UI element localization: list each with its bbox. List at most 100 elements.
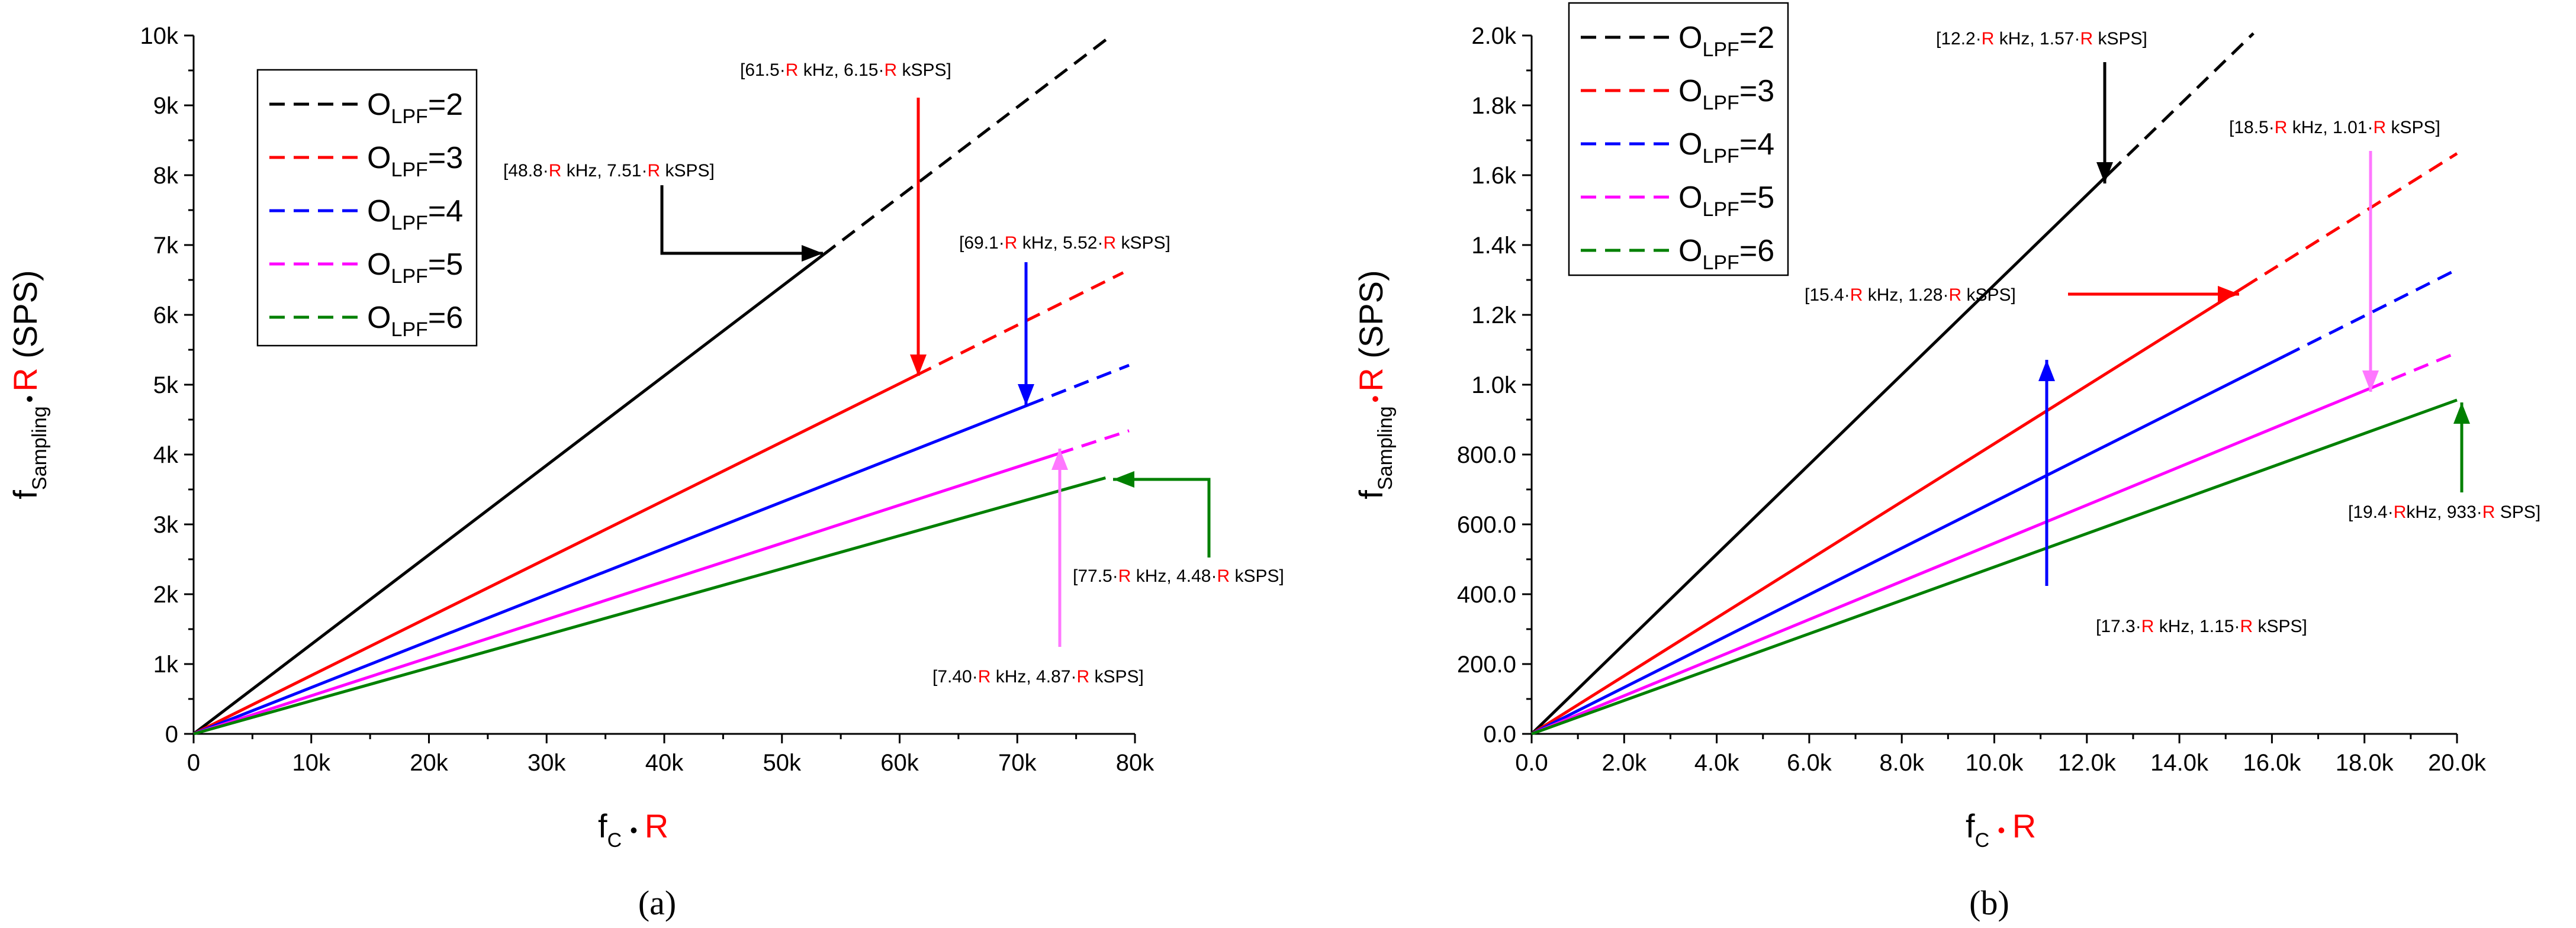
annotation: [15.4·R kHz, 1.28·R kSPS] [1805, 285, 2239, 305]
annotation: [61.5·R kHz, 6.15·R kSPS] [740, 60, 951, 376]
y-tick-label: 0 [165, 721, 178, 747]
annotation-label: [19.4·RkHz, 933·R SPS] [2348, 502, 2540, 522]
annotation-text: [69.1· [959, 233, 1005, 253]
legend-order: 5 [446, 247, 463, 282]
y-tick-label: 1.2k [1471, 302, 1517, 328]
annotation: [19.4·RkHz, 933·R SPS] [2348, 402, 2540, 522]
y-tick-label: 800.0 [1457, 442, 1516, 468]
x-tick-label: 6.0k [1787, 750, 1832, 776]
chart-b: 0.0 2.0k 4.0k 6.0k 8.0k 10.0k 12.0k 14.0k 16.0k 1… [1352, 2, 2540, 922]
y-label-unit: (SPS) [1352, 270, 1390, 368]
annotation-text: [17.3· [2096, 617, 2141, 636]
annotation-text: [7.40· [932, 667, 978, 687]
annotation-text: [15.4· [1805, 285, 1850, 305]
y-tick-label: 1.6k [1471, 163, 1517, 189]
annotation-text: kHz, 933· [2406, 502, 2482, 522]
annotation-r-factor: R [2275, 118, 2288, 137]
annotation-text: kHz, 6.15· [798, 60, 884, 80]
series-line-o-lpf-3 [1530, 152, 2458, 736]
legend-subscript: LPF [391, 265, 427, 288]
x-tick-label: 50k [763, 750, 802, 776]
series-line-o-lpf-6 [193, 476, 1106, 736]
annotation-label: [48.8·R kHz, 7.51·R kSPS] [503, 161, 715, 181]
legend-label: OLPF=2 [367, 88, 463, 128]
annotation: [12.2·R kHz, 1.57·R kSPS] [1936, 29, 2147, 183]
legend-subscript: LPF [1702, 92, 1739, 114]
legend-subscript: LPF [1702, 38, 1739, 61]
legend-label: OLPF=3 [1678, 74, 1774, 114]
annotation-r-factor: R [549, 161, 562, 181]
y-tick-label: 1k [153, 652, 179, 678]
y-label-unit: (SPS) [7, 270, 44, 368]
annotation-text: [12.2· [1936, 29, 1982, 49]
annotation: [17.3·R kHz, 1.15·R kSPS] [2038, 360, 2307, 636]
y-axis-label: fSampling • R (SPS) [1352, 270, 1397, 499]
y-label-dot: • [17, 395, 41, 403]
annotation-text: kHz, 5.52· [1017, 233, 1103, 253]
x-tick-label: 0.0 [1515, 750, 1548, 776]
annotation-r-factor: R [1118, 566, 1131, 586]
x-tick-label: 80k [1116, 750, 1154, 776]
series-solid-segment [192, 373, 918, 736]
x-tick-label: 14.0k [2150, 750, 2209, 776]
legend-prefix: O [367, 301, 391, 335]
legend-label: OLPF=2 [1678, 21, 1774, 61]
x-tick-label: 8.0k [1879, 750, 1925, 776]
series-line-o-lpf-2 [192, 34, 1112, 735]
legend-prefix: O [1678, 234, 1702, 268]
annotation-arrowhead [2096, 162, 2113, 183]
series-dashed-segment [1028, 363, 1130, 407]
annotation-text: kSPS] [1230, 566, 1284, 586]
x-axis-label: fC • R [1966, 807, 2036, 852]
annotation: [69.1·R kHz, 5.52·R kSPS] [959, 233, 1170, 405]
legend-equals: = [1739, 234, 1757, 268]
legend-order: 6 [446, 301, 463, 335]
annotation-text: kSPS] [2093, 29, 2147, 49]
legend-equals: = [1739, 21, 1757, 55]
legend-equals: = [428, 141, 446, 175]
y-tick-label: 8k [153, 163, 179, 189]
y-tick-label: 9k [153, 93, 179, 119]
annotation-r-factor: R [884, 60, 897, 80]
annotation-arrow [660, 185, 823, 255]
annotation-label: [77.5·R kHz, 4.48·R kSPS] [1073, 566, 1284, 586]
y-tick-label: 600.0 [1457, 512, 1516, 538]
legend-order: 2 [446, 88, 463, 122]
legend-order: 6 [1757, 234, 1774, 268]
annotation-r-factor: R [2482, 502, 2495, 522]
annotation-arrowhead [802, 245, 823, 262]
y-label-subscript: Sampling [1374, 406, 1397, 490]
legend-subscript: LPF [1702, 145, 1739, 167]
annotation-r-factor: R [1850, 285, 1863, 305]
legend-equals: = [1739, 181, 1757, 215]
annotation-arrowhead [2453, 402, 2470, 424]
x-tick-label: 2.0k [1601, 750, 1647, 776]
y-tick-label: 2k [153, 582, 179, 608]
annotation-arrowhead [910, 355, 927, 376]
y-tick-label: 0.0 [1483, 721, 1516, 747]
legend-order: 5 [1757, 181, 1774, 215]
y-tick-label: 1.0k [1471, 372, 1517, 398]
series-solid-segment [192, 253, 824, 735]
series-solid-segment [1531, 387, 2370, 736]
annotation-r-factor: R [2240, 617, 2253, 636]
legend-order: 4 [446, 194, 463, 228]
legend-label: OLPF=4 [1678, 127, 1774, 167]
x-tick-label: 16.0k [2243, 750, 2301, 776]
annotation-text: kHz, 1.57· [1994, 29, 2080, 49]
annotation-r-factor: R [1103, 233, 1116, 253]
y-tick-label: 1.8k [1471, 93, 1517, 119]
annotation-text: kSPS] [2253, 617, 2307, 636]
y-tick-label: 400.0 [1457, 582, 1516, 608]
annotation-text: SPS] [2495, 502, 2540, 522]
legend-prefix: O [367, 247, 391, 282]
series-dashed-segment [822, 34, 1112, 256]
series-dashed-segment [916, 271, 1124, 376]
y-tick-label: 2.0k [1471, 23, 1517, 49]
y-tick-label: 200.0 [1457, 652, 1516, 678]
annotation-text: kHz, 4.87· [990, 667, 1076, 687]
annotation-text: kHz, 1.01· [2287, 118, 2373, 137]
caption: (b) [1969, 884, 2009, 922]
